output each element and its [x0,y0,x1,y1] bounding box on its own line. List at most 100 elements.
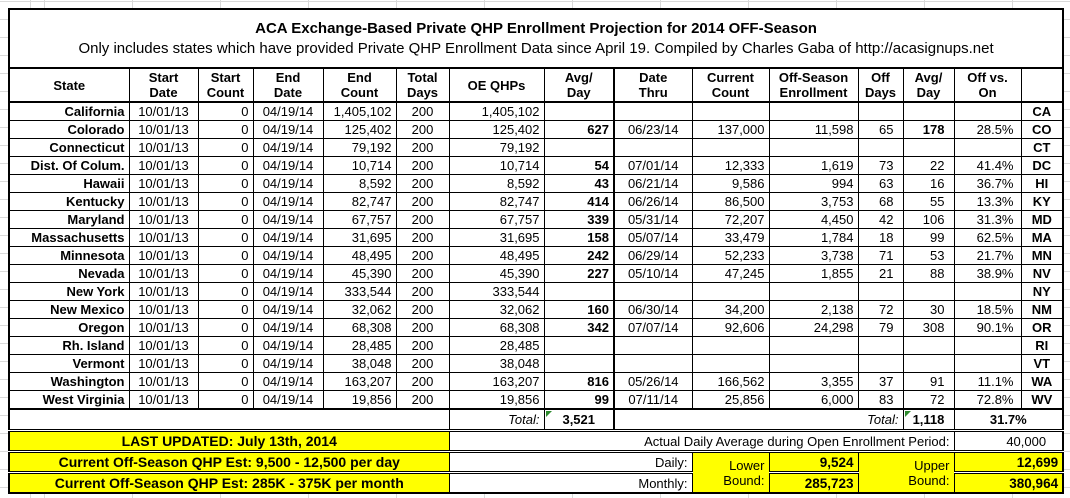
cell-total-days[interactable]: 200 [395,192,450,211]
cell-off-days[interactable]: 37 [857,372,904,391]
cell-end-count[interactable]: 19,856 [322,390,397,410]
cell-oe-avg-day[interactable]: 158 [543,228,615,247]
cell-off-vs-on[interactable]: 62.5% [953,228,1022,247]
daily-estimate-label-cell[interactable]: Current Off-Season QHP Est: 9,500 - 12,5… [8,450,450,473]
cell-date-thru[interactable]: 07/07/14 [613,318,693,337]
cell-start-date[interactable]: 10/01/13 [128,192,199,211]
cell-start-count[interactable]: 0 [197,372,254,391]
cell-start-date[interactable]: 10/01/13 [128,210,199,229]
cell-start-count[interactable]: 0 [197,354,254,373]
cell-end-count[interactable]: 38,048 [322,354,397,373]
cell-date-thru[interactable]: 07/01/14 [613,156,693,175]
cell-current-count[interactable]: 92,606 [691,318,770,337]
cell-oe-qhps[interactable]: 79,192 [448,138,545,157]
cell-oe-qhps[interactable]: 28,485 [448,336,545,355]
cell-off-vs-on[interactable] [953,101,1022,121]
cell-total-days[interactable]: 200 [395,390,450,410]
cell-current-count[interactable] [691,282,770,301]
cell-start-date[interactable]: 10/01/13 [128,300,199,319]
cell-end-count[interactable]: 68,308 [322,318,397,337]
cell-off-season-enrollment[interactable]: 1,855 [768,264,859,283]
off-vs-on-total-cell[interactable]: 31.7% [953,408,1064,432]
cell-off-days[interactable]: 72 [857,300,904,319]
cell-abbr[interactable]: MA [1020,228,1064,247]
cell-state[interactable]: West Virginia [8,390,130,410]
cell-total-days[interactable]: 200 [395,300,450,319]
cell-start-count[interactable]: 0 [197,210,254,229]
cell-end-count[interactable]: 28,485 [322,336,397,355]
oe-avg-total-cell[interactable]: 3,521 [543,408,615,432]
cell-oe-avg-day[interactable] [543,354,615,373]
cell-off-avg-day[interactable]: 88 [902,264,955,283]
cell-state[interactable]: Minnesota [8,246,130,265]
cell-off-season-enrollment[interactable]: 1,784 [768,228,859,247]
cell-end-count[interactable]: 32,062 [322,300,397,319]
cell-off-avg-day[interactable] [902,336,955,355]
cell-start-date[interactable]: 10/01/13 [128,354,199,373]
actual-daily-average-label-cell[interactable]: Actual Daily Average during Open Enrollm… [448,429,955,452]
col-header-start-count[interactable]: Start Count [197,67,254,103]
cell-start-count[interactable]: 0 [197,246,254,265]
cell-start-date[interactable]: 10/01/13 [128,282,199,301]
cell-start-date[interactable]: 10/01/13 [128,156,199,175]
cell-oe-avg-day[interactable] [543,138,615,157]
cell-current-count[interactable]: 86,500 [691,192,770,211]
cell-start-date[interactable]: 10/01/13 [128,138,199,157]
cell-off-season-enrollment[interactable] [768,101,859,121]
cell-oe-qhps[interactable]: 67,757 [448,210,545,229]
cell-off-avg-day[interactable] [902,101,955,121]
cell-off-days[interactable] [857,282,904,301]
title-cell[interactable]: ACA Exchange-Based Private QHP Enrollmen… [8,8,1064,69]
cell-oe-avg-day[interactable]: 43 [543,174,615,193]
cell-oe-avg-day[interactable]: 99 [543,390,615,410]
cell-start-date[interactable]: 10/01/13 [128,372,199,391]
cell-date-thru[interactable] [613,336,693,355]
cell-off-vs-on[interactable]: 28.5% [953,120,1022,139]
cell-state[interactable]: Hawaii [8,174,130,193]
cell-total-days[interactable]: 200 [395,372,450,391]
cell-total-days[interactable]: 200 [395,318,450,337]
cell-end-date[interactable]: 04/19/14 [252,282,324,301]
cell-start-date[interactable]: 10/01/13 [128,390,199,410]
cell-off-avg-day[interactable]: 72 [902,390,955,410]
cell-oe-qhps[interactable]: 163,207 [448,372,545,391]
cell-oe-avg-day[interactable]: 816 [543,372,615,391]
lower-bound-label-cell[interactable]: Lower Bound: [691,450,770,494]
col-header-end-date[interactable]: End Date [252,67,324,103]
cell-off-vs-on[interactable] [953,138,1022,157]
cell-off-days[interactable]: 83 [857,390,904,410]
cell-off-season-enrollment[interactable]: 1,619 [768,156,859,175]
cell-end-date[interactable]: 04/19/14 [252,390,324,410]
cell-current-count[interactable]: 166,562 [691,372,770,391]
cell-end-date[interactable]: 04/19/14 [252,138,324,157]
cell-abbr[interactable]: RI [1020,336,1064,355]
cell-oe-qhps[interactable]: 10,714 [448,156,545,175]
cell-total-days[interactable]: 200 [395,138,450,157]
col-header-off-season-enrollment[interactable]: Off-Season Enrollment [768,67,859,103]
cell-oe-avg-day[interactable]: 627 [543,120,615,139]
cell-off-days[interactable]: 21 [857,264,904,283]
cell-end-count[interactable]: 67,757 [322,210,397,229]
monthly-lower-bound-cell[interactable]: 285,723 [768,471,859,494]
cell-off-days[interactable] [857,336,904,355]
cell-start-count[interactable]: 0 [197,282,254,301]
cell-start-count[interactable]: 0 [197,300,254,319]
cell-oe-avg-day[interactable]: 54 [543,156,615,175]
cell-current-count[interactable]: 33,479 [691,228,770,247]
cell-oe-qhps[interactable]: 48,495 [448,246,545,265]
cell-off-days[interactable] [857,101,904,121]
cell-off-avg-day[interactable] [902,138,955,157]
cell-oe-qhps[interactable]: 125,402 [448,120,545,139]
cell-state[interactable]: New York [8,282,130,301]
cell-date-thru[interactable]: 05/31/14 [613,210,693,229]
last-updated-cell[interactable]: LAST UPDATED: July 13th, 2014 [8,429,450,452]
cell-end-date[interactable]: 04/19/14 [252,210,324,229]
cell-end-count[interactable]: 82,747 [322,192,397,211]
cell-off-avg-day[interactable]: 106 [902,210,955,229]
cell-off-avg-day[interactable]: 178 [902,120,955,139]
cell-off-vs-on[interactable]: 11.1% [953,372,1022,391]
cell-date-thru[interactable]: 06/29/14 [613,246,693,265]
cell-total-days[interactable]: 200 [395,336,450,355]
cell-end-count[interactable]: 79,192 [322,138,397,157]
cell-current-count[interactable]: 34,200 [691,300,770,319]
